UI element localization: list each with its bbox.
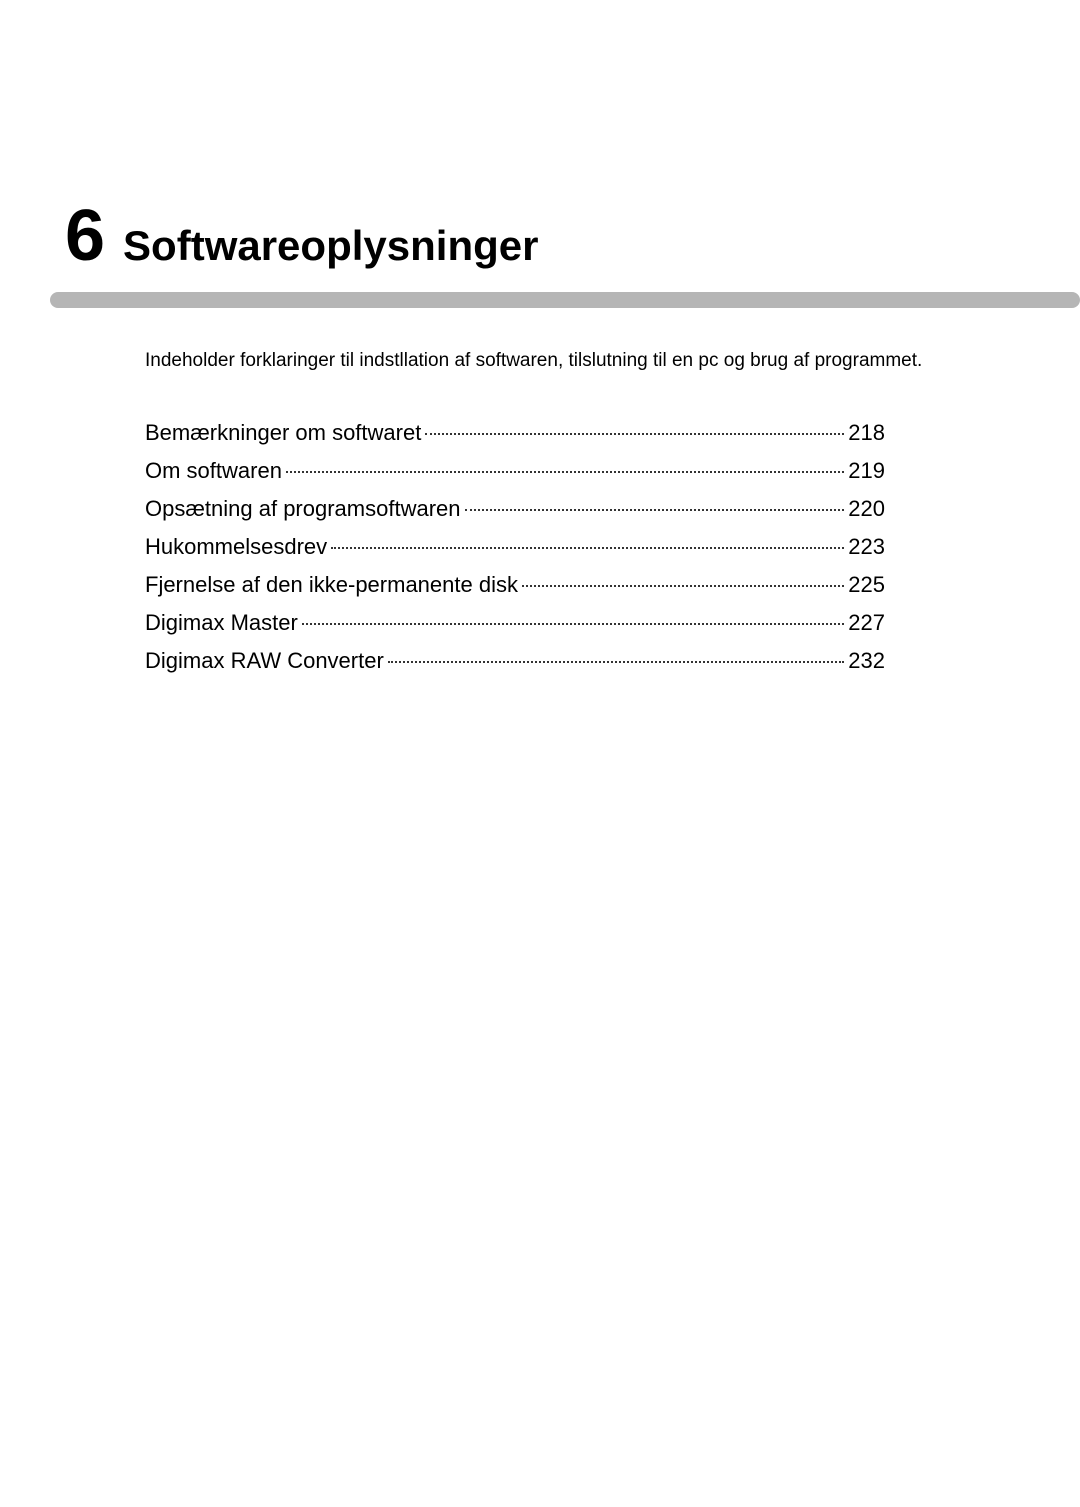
page-content: 6 Softwareoplysninger Indeholder forklar… <box>0 0 1080 674</box>
toc-page: 218 <box>848 420 885 446</box>
toc-page: 232 <box>848 648 885 674</box>
toc-entry: Digimax Master 227 <box>145 610 885 636</box>
toc-page: 225 <box>848 572 885 598</box>
intro-text: Indeholder forklaringer til indstllation… <box>145 350 1015 372</box>
toc-label: Fjernelse af den ikke-permanente disk <box>145 572 518 598</box>
toc-entry: Bemærkninger om softwaret 218 <box>145 420 885 446</box>
toc-dots <box>465 509 845 511</box>
toc-page: 220 <box>848 496 885 522</box>
chapter-header: 6 Softwareoplysninger <box>65 200 1015 272</box>
toc-label: Digimax RAW Converter <box>145 648 384 674</box>
toc-dots <box>331 547 844 549</box>
toc-dots <box>522 585 844 587</box>
toc-page: 219 <box>848 458 885 484</box>
chapter-title: Softwareoplysninger <box>123 225 538 267</box>
toc-dots <box>286 471 844 473</box>
toc-entry: Digimax RAW Converter 232 <box>145 648 885 674</box>
toc-page: 227 <box>848 610 885 636</box>
toc-label: Digimax Master <box>145 610 298 636</box>
toc-entry: Opsætning af programsoftwaren 220 <box>145 496 885 522</box>
toc-label: Opsætning af programsoftwaren <box>145 496 461 522</box>
toc-label: Om softwaren <box>145 458 282 484</box>
toc-dots <box>425 433 844 435</box>
toc-dots <box>388 661 844 663</box>
toc-entry: Fjernelse af den ikke-permanente disk 22… <box>145 572 885 598</box>
toc-entry: Om softwaren 219 <box>145 458 885 484</box>
toc-page: 223 <box>848 534 885 560</box>
divider-bar <box>50 292 1080 308</box>
chapter-number: 6 <box>65 200 105 272</box>
toc-entry: Hukommelsesdrev 223 <box>145 534 885 560</box>
toc-label: Bemærkninger om softwaret <box>145 420 421 446</box>
toc-label: Hukommelsesdrev <box>145 534 327 560</box>
table-of-contents: Bemærkninger om softwaret 218 Om softwar… <box>145 420 885 674</box>
toc-dots <box>302 623 844 625</box>
